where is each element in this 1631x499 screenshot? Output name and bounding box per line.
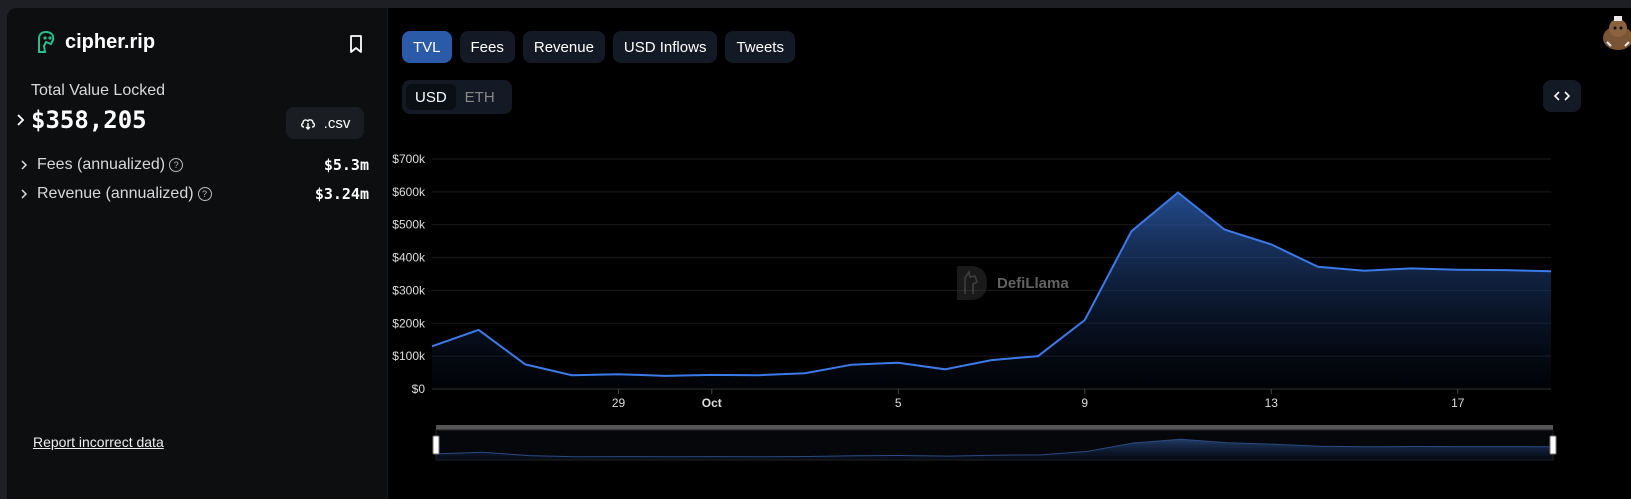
revenue-metric[interactable]: Revenue (annualized) ? $3.24m <box>19 185 369 203</box>
revenue-label: Revenue (annualized) <box>37 185 194 202</box>
x-tick-label: Oct <box>702 396 722 410</box>
brush-line <box>435 438 1554 458</box>
chevron-right-icon[interactable] <box>19 188 29 200</box>
tab-usd-inflows[interactable]: USD Inflows <box>612 31 718 63</box>
tab-tvl[interactable]: TVL <box>402 31 452 63</box>
help-icon[interactable]: ? <box>169 158 184 172</box>
y-tick-label: $400k <box>392 251 426 265</box>
unit-eth-button[interactable]: ETH <box>464 88 495 106</box>
report-incorrect-data-link[interactable]: Report incorrect data <box>33 434 164 450</box>
brush-handle[interactable] <box>432 435 440 455</box>
tvl-row[interactable]: $358,205 <box>15 106 147 134</box>
y-tick-label: $500k <box>392 218 426 232</box>
fees-label: Fees (annualized) <box>37 156 166 173</box>
tvl-chart[interactable]: $0 $100k $200k $300k $400k $500k $600k $700k 29… <box>7 8 1631 499</box>
y-tick-label: $600k <box>392 185 426 199</box>
x-tick-label: 13 <box>1265 396 1279 410</box>
chart-series <box>431 191 1552 389</box>
y-tick-label: $0 <box>412 382 426 396</box>
unit-toggle: USD ETH <box>402 80 512 114</box>
app-window: cipher.rip Total Value Locked $358,205 .… <box>7 8 1631 499</box>
llama-avatar-icon[interactable] <box>1601 16 1631 52</box>
protocol-name: cipher.rip <box>65 30 156 53</box>
tvl-line <box>431 191 1552 377</box>
download-csv-button[interactable]: .csv <box>286 107 364 139</box>
cloud-download-icon <box>300 119 315 130</box>
defillama-logo-icon <box>957 266 987 300</box>
help-icon[interactable]: ? <box>197 187 212 201</box>
code-icon <box>1554 91 1570 101</box>
tab-fees[interactable]: Fees <box>459 31 515 63</box>
watermark-text: DefiLlama <box>997 274 1069 292</box>
bookmark-icon[interactable] <box>347 34 365 54</box>
tvl-area <box>432 192 1551 389</box>
chevron-right-icon[interactable] <box>15 113 25 127</box>
csv-label: .csv <box>323 114 351 132</box>
y-tick-label: $700k <box>392 152 426 166</box>
x-tick-label: 29 <box>612 396 626 410</box>
y-tick-label: $300k <box>392 283 426 297</box>
revenue-value: $3.24m <box>314 185 369 203</box>
sidebar-panel: cipher.rip Total Value Locked $358,205 .… <box>7 8 388 499</box>
y-tick-label: $200k <box>392 316 426 330</box>
x-axis: 29 Oct 5 9 13 17 <box>612 389 1465 410</box>
chart-tabs: TVL Fees Revenue USD Inflows Tweets <box>402 31 795 63</box>
fees-metric[interactable]: Fees (annualized) ? $5.3m <box>19 156 369 174</box>
y-axis: $0 $100k $200k $300k $400k $500k $600k $700k <box>392 152 426 396</box>
fees-value: $5.3m <box>323 156 369 174</box>
unit-usd-button[interactable]: USD <box>406 84 456 110</box>
range-brush[interactable] <box>432 425 1557 461</box>
y-tick-label: $100k <box>392 349 426 363</box>
tvl-value: $358,205 <box>31 106 147 134</box>
x-tick-label: 17 <box>1451 396 1465 410</box>
brand: cipher.rip <box>35 30 155 54</box>
tvl-label: Total Value Locked <box>31 82 166 99</box>
ghost-icon <box>38 30 55 53</box>
watermark: DefiLlama <box>955 264 1069 302</box>
embed-button[interactable] <box>1543 80 1581 112</box>
chevron-right-icon[interactable] <box>19 159 29 171</box>
brush-handle-bar[interactable] <box>436 425 1553 430</box>
x-tick-label: 9 <box>1081 396 1088 410</box>
tab-revenue[interactable]: Revenue <box>522 31 605 63</box>
x-tick-label: 5 <box>895 396 902 410</box>
tab-tweets[interactable]: Tweets <box>725 31 795 63</box>
brush-handle[interactable] <box>1549 435 1557 455</box>
